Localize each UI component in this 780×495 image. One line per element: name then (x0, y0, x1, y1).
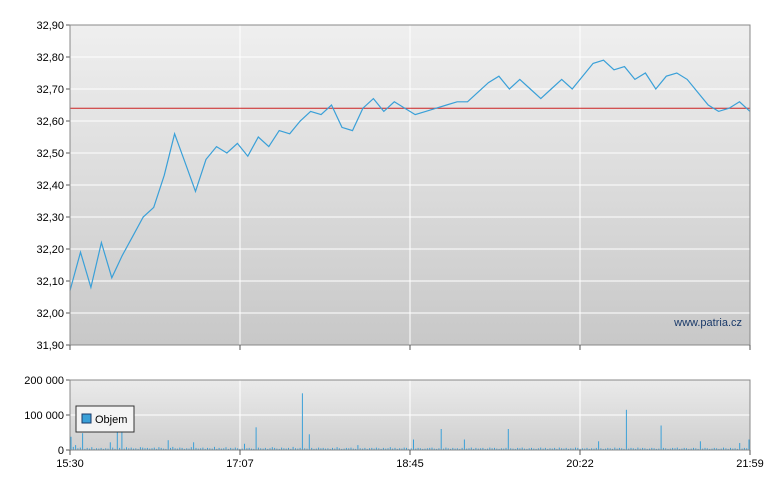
volume-y-tick-label: 0 (58, 445, 64, 457)
price-y-tick-label: 32,70 (36, 84, 64, 96)
price-y-tick-label: 32,80 (36, 52, 64, 64)
x-tick-label: 17:07 (226, 458, 254, 470)
x-axis-ticks: 15:30 17:07 18:45 20:22 21:59 (56, 345, 764, 470)
x-tick-label: 20:22 (566, 458, 594, 470)
price-y-tick-label: 32,20 (36, 244, 64, 256)
watermark-text: www.patria.cz (673, 317, 742, 329)
x-tick-label: 21:59 (736, 458, 764, 470)
price-y-tick-label: 32,90 (36, 20, 64, 32)
x-tick-label: 15:30 (56, 458, 84, 470)
legend-swatch (81, 413, 92, 424)
price-y-tick-label: 31,90 (36, 340, 64, 352)
price-series-line (69, 59, 751, 291)
price-y-tick-label: 32,50 (36, 148, 64, 160)
price-y-tick-label: 32,00 (36, 308, 64, 320)
price-y-tick-label: 32,60 (36, 116, 64, 128)
price-y-axis-ticks: 32,90 32,80 32,70 32,60 32,50 32,40 32,30 32,20… (36, 20, 70, 352)
price-y-tick-label: 32,40 (36, 180, 64, 192)
price-y-tick-label: 32,10 (36, 276, 64, 288)
price-y-tick-label: 32,30 (36, 212, 64, 224)
volume-legend: Objem (75, 405, 135, 433)
volume-y-axis-ticks: 200 000 100 000 0 (24, 375, 70, 457)
x-tick-label: 18:45 (396, 458, 424, 470)
volume-y-tick-label: 100 000 (24, 410, 64, 422)
volume-y-tick-label: 200 000 (24, 375, 64, 387)
legend-label: Objem (95, 414, 127, 426)
